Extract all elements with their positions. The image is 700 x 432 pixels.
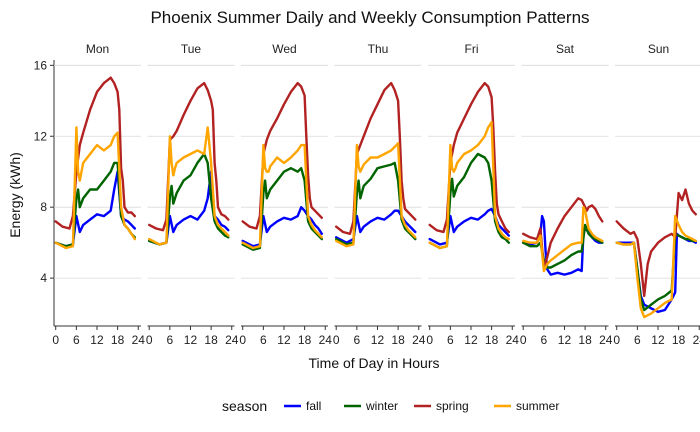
x-tick-label: 6 (634, 333, 641, 347)
x-tick-label: 0 (52, 333, 59, 347)
x-tick-label: 0 (239, 333, 246, 347)
x-tick-label: 12 (184, 333, 198, 347)
x-tick-label: 6 (541, 333, 548, 347)
y-tick-label: 16 (34, 58, 48, 72)
y-tick-label: 12 (34, 129, 48, 143)
panel-mon: Mon 0 6 12 18 24 (52, 42, 145, 347)
x-tick-label: 18 (578, 333, 592, 347)
x-tick-label: 12 (277, 333, 291, 347)
legend: season fall winter spring summer (222, 398, 559, 414)
legend-label: fall (306, 399, 321, 413)
series-line-spring (615, 188, 697, 298)
series-line-summer (147, 126, 230, 246)
series-line-winter (241, 166, 323, 251)
x-tick-label: 24 (225, 333, 239, 347)
facet-label: Sat (556, 42, 575, 56)
x-tick-label: 0 (520, 333, 527, 347)
facet-label: Wed (272, 42, 296, 56)
series-line-winter (147, 152, 230, 246)
legend-item-winter: winter (344, 399, 398, 413)
legend-title: season (222, 398, 267, 414)
legend-label: winter (365, 399, 398, 413)
x-tick-label: 24 (412, 333, 426, 347)
legend-item-spring: spring (414, 399, 469, 413)
series-line-spring (428, 81, 510, 234)
x-tick-label: 18 (485, 333, 499, 347)
x-tick-label: 18 (298, 333, 312, 347)
x-tick-label: 12 (371, 333, 385, 347)
x-tick-label: 18 (111, 333, 125, 347)
y-axis: 4 8 12 16 (34, 58, 55, 326)
series-line-winter (522, 223, 604, 269)
series-line-summer (335, 142, 417, 248)
y-tick-label: 4 (40, 271, 47, 285)
panel-tue: Tue 0 6 12 18 24 (146, 42, 239, 347)
x-tick-label: 12 (651, 333, 665, 347)
x-tick-label: 18 (204, 333, 218, 347)
panel-fri: Fri 0 6 12 18 24 (426, 42, 519, 347)
x-tick-label: 0 (426, 333, 433, 347)
series-line-summer (615, 214, 697, 319)
x-tick-label: 12 (558, 333, 572, 347)
panel-sat: Sat 0 6 12 18 24 (520, 42, 613, 347)
legend-label: spring (436, 399, 469, 413)
series-line-summer (522, 205, 604, 273)
x-tick-label: 24 (693, 333, 700, 347)
x-tick-label: 0 (613, 333, 620, 347)
x-tick-label: 12 (464, 333, 478, 347)
x-tick-label: 6 (260, 333, 267, 347)
x-tick-label: 24 (599, 333, 613, 347)
legend-items: fall winter spring summer (284, 399, 559, 413)
series-line-summer (428, 120, 510, 250)
series-line-winter (335, 161, 417, 246)
series-line-summer (54, 126, 137, 250)
y-axis-title: Energy (kWh) (7, 152, 23, 238)
series-line-spring (147, 81, 230, 232)
x-tick-label: 18 (672, 333, 686, 347)
facet-label: Tue (181, 42, 202, 56)
legend-label: summer (516, 399, 559, 413)
series-line-spring (54, 76, 137, 230)
chart-title: Phoenix Summer Daily and Weekly Consumpt… (150, 8, 589, 27)
facet-label: Thu (368, 42, 389, 56)
x-tick-label: 0 (146, 333, 153, 347)
x-tick-label: 6 (354, 333, 361, 347)
x-tick-label: 0 (333, 333, 340, 347)
x-tick-label: 18 (391, 333, 405, 347)
x-tick-label: 24 (132, 333, 146, 347)
facet-label: Sun (648, 42, 669, 56)
series-line-spring (241, 81, 323, 230)
x-tick-label: 24 (506, 333, 520, 347)
legend-item-summer: summer (494, 399, 559, 413)
panel-wed: Wed 0 6 12 18 24 (239, 42, 332, 347)
x-axis-title: Time of Day in Hours (309, 355, 440, 371)
x-tick-label: 6 (73, 333, 80, 347)
series-line-spring (522, 197, 604, 271)
facet-label: Fri (465, 42, 479, 56)
panel-thu: Thu 0 6 12 18 24 (333, 42, 426, 347)
facet-label: Mon (86, 42, 109, 56)
series-line-summer (241, 143, 323, 250)
panel-sun: Sun 06 12 18 24 (613, 42, 700, 347)
x-tick-label: 6 (167, 333, 174, 347)
series-line-winter (428, 152, 510, 250)
x-tick-label: 6 (447, 333, 454, 347)
y-tick-label: 8 (40, 200, 47, 214)
legend-item-fall: fall (284, 399, 321, 413)
x-tick-label: 12 (90, 333, 104, 347)
x-tick-label: 24 (319, 333, 333, 347)
